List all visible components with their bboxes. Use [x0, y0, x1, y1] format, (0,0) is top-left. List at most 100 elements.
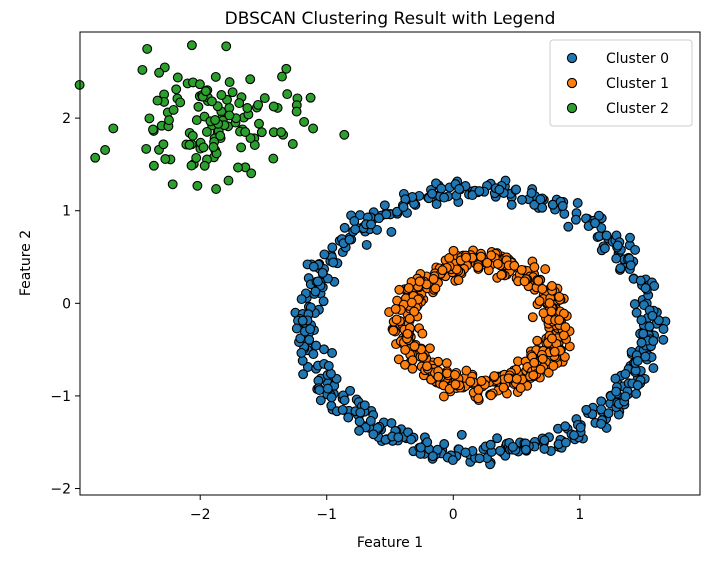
cluster-2-point [215, 130, 226, 141]
cluster-1-point [509, 260, 520, 271]
cluster-2-point [211, 184, 222, 194]
cluster-0-point [345, 385, 356, 396]
cluster-0-point [373, 213, 384, 224]
cluster-0-point [359, 400, 370, 411]
cluster-1-point [414, 276, 425, 287]
cluster-0-point [337, 404, 348, 415]
cluster-0-point [611, 386, 622, 397]
cluster-2-point [276, 127, 287, 138]
cluster-0-point [474, 453, 485, 464]
cluster-1-point [537, 353, 548, 364]
legend-marker [566, 77, 578, 89]
cluster-0-point [350, 224, 361, 235]
cluster-2-point [221, 41, 232, 52]
cluster-2-point [268, 101, 279, 112]
cluster-2-point [224, 77, 235, 88]
cluster-0-point [537, 202, 548, 213]
cluster-2-point [186, 40, 197, 51]
cluster-1-point [404, 313, 415, 324]
cluster-0-point [355, 407, 366, 418]
x-tick-label: 0 [449, 507, 458, 523]
cluster-1-point [409, 306, 420, 317]
cluster-2-point [148, 160, 159, 171]
cluster-0-point [297, 315, 308, 326]
cluster-0-point [632, 355, 643, 366]
cluster-1-point [424, 343, 435, 354]
cluster-0-point [630, 244, 641, 255]
cluster-0-point [560, 421, 571, 432]
cluster-1-point [498, 382, 509, 393]
cluster-0-point [322, 383, 333, 394]
cluster-0-point [326, 392, 337, 403]
cluster-1-point [430, 283, 441, 294]
cluster-1-point [532, 335, 543, 346]
cluster-1-point [486, 250, 497, 261]
cluster-1-point [554, 315, 565, 325]
cluster-1-point [546, 306, 557, 317]
cluster-1-point [453, 275, 464, 286]
cluster-0-point [569, 430, 579, 441]
cluster-2-point [277, 71, 287, 82]
cluster-1-point [450, 379, 461, 390]
cluster-0-point [386, 418, 397, 429]
legend-label: Cluster 0 [606, 51, 669, 67]
cluster-0-point [343, 412, 354, 423]
cluster-2-point [227, 87, 238, 98]
cluster-2-point [154, 67, 165, 78]
cluster-0-point [368, 429, 379, 440]
cluster-1-point [544, 298, 555, 309]
cluster-2-point [253, 99, 264, 110]
cluster-0-point [572, 198, 583, 208]
cluster-0-point [361, 239, 372, 250]
cluster-0-point [640, 283, 651, 294]
cluster-2-point [152, 95, 163, 106]
cluster-2-point [224, 110, 235, 121]
cluster-0-point [439, 439, 450, 449]
cluster-0-point [611, 253, 622, 264]
cluster-1-point [437, 265, 448, 276]
cluster-0-point [436, 183, 447, 194]
cluster-2-point [137, 64, 148, 75]
cluster-0-point [658, 334, 669, 345]
cluster-2-point [194, 79, 205, 90]
cluster-1-point [438, 391, 449, 402]
x-axis-label: Feature 1 [357, 535, 423, 551]
cluster-0-point [422, 437, 433, 448]
cluster-0-point [635, 275, 646, 286]
cluster-0-point [327, 348, 338, 358]
cluster-1-point [482, 257, 493, 268]
cluster-2-point [339, 129, 350, 140]
x-axis-ticks: −2 −1 0 1 [190, 495, 584, 523]
cluster-2-point [187, 130, 198, 141]
cluster-1-point [547, 333, 557, 344]
cluster-1-point [540, 264, 551, 275]
y-tick-label: 0 [62, 296, 71, 312]
cluster-0-point [319, 249, 330, 260]
cluster-0-point [638, 328, 649, 339]
cluster-0-point [620, 369, 631, 379]
cluster-1-point [535, 364, 546, 375]
cluster-2-point [172, 72, 183, 83]
cluster-1-point [473, 393, 484, 404]
cluster-2-point [245, 133, 256, 144]
cluster-1-point [403, 283, 414, 293]
cluster-0-point [366, 219, 376, 230]
cluster-2-point [175, 97, 186, 108]
cluster-1-point [428, 274, 439, 284]
cluster-2-point [287, 139, 298, 149]
cluster-1-point [409, 341, 420, 352]
cluster-0-point [658, 324, 669, 334]
cluster-0-point [379, 200, 390, 211]
cluster-0-point [495, 445, 506, 456]
cluster-1-point [422, 361, 432, 372]
cluster-2-point [148, 124, 158, 135]
cluster-2-point [234, 98, 245, 109]
cluster-0-point [393, 432, 404, 443]
cluster-0-point [308, 349, 319, 360]
cluster-1-point [516, 264, 527, 275]
cluster-0-point [312, 276, 323, 287]
cluster-2-point [268, 153, 279, 164]
cluster-0-point [575, 422, 586, 433]
cluster-0-point [317, 267, 328, 278]
cluster-0-point [636, 337, 647, 348]
